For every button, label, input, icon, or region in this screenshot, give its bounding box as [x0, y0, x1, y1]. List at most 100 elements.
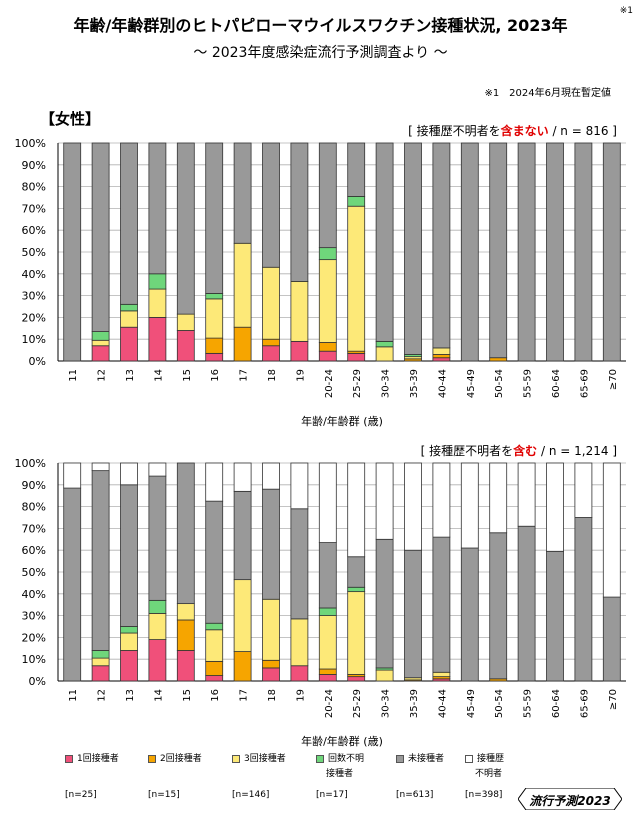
chart2-xtick-label: 17	[239, 689, 250, 702]
chart-including-unknown: 0% 10% 20% 30% 40% 50% 60% 70% 80% 90% 100% 11 12 13 1…	[15, 457, 626, 748]
chart1-bar-segment	[262, 345, 280, 362]
chart1-ytick-label: 100%	[15, 137, 46, 150]
chart1-xtick-label: 35-39	[409, 369, 420, 398]
chart1-bar-segment	[91, 331, 110, 341]
chart2-xtick-label: 15	[182, 689, 193, 702]
chart2-bar-segment	[602, 462, 621, 598]
chart1-bar-segment	[262, 142, 280, 268]
chart2-bar-segment	[347, 591, 366, 675]
chart2-bar-segment	[91, 462, 110, 472]
chart2-ytick-label: 50%	[22, 566, 46, 579]
footnote-marker: ※1	[619, 6, 633, 16]
chart1-bar-segment	[347, 205, 366, 352]
chart2-bar-segment	[517, 462, 536, 527]
chart2-bar-segment	[91, 657, 110, 667]
chart1-xtick-label: 11	[68, 369, 79, 382]
chart1-xtick-label: 25-29	[352, 369, 363, 398]
chart1-bar-segment	[318, 142, 337, 249]
chart2-bar-segment	[176, 462, 195, 605]
chart1-bar-segment	[233, 326, 252, 362]
legend-count: [n=15]	[148, 790, 180, 800]
chart1-bar-segment	[489, 357, 508, 362]
chart2-bar-segment	[574, 462, 593, 518]
chart2-bar-segment	[120, 632, 138, 651]
legend-swatch	[232, 754, 240, 763]
legend-count: [n=25]	[65, 790, 97, 800]
legend-count: [n=613]	[396, 790, 434, 800]
chart1-bar-segment	[120, 142, 138, 305]
chart1-bar-segment	[347, 196, 366, 207]
chart1-ytick-label: 50%	[22, 246, 46, 259]
chart2-bar-segment	[347, 676, 366, 682]
chart2-bar-segment	[347, 462, 366, 558]
chart2-bar-segment	[318, 668, 337, 675]
chart1-xtick-label: 19	[295, 369, 306, 382]
chart1-bar-segment	[176, 142, 195, 315]
chart2-bar-segment	[318, 607, 337, 617]
chart2-bar-segment	[63, 462, 82, 489]
chart2-bar-segment	[404, 462, 422, 551]
chart2-bar-segment	[517, 525, 536, 682]
chart1-bar-segment	[375, 142, 394, 342]
chart2-bar-segment	[262, 667, 280, 682]
chart2-ytick-label: 80%	[22, 501, 46, 514]
chart1-xtick-label: 20-24	[324, 369, 335, 398]
chart2-bar-segment	[205, 675, 224, 682]
legend-swatch	[396, 754, 404, 763]
chart2-bar-segment	[205, 462, 224, 502]
chart1-bar-segment	[432, 357, 451, 362]
chart1-bar-segment	[148, 288, 167, 318]
chart2-bar-segment	[546, 550, 564, 682]
chart2-bar-segment	[176, 650, 195, 682]
chart1-bar-segment	[148, 142, 167, 275]
chart1-xtick-label: 65-69	[579, 369, 590, 398]
chart2-bar-segment	[318, 674, 337, 682]
chart1-bar-segment	[602, 142, 621, 362]
chart1-bar-segment	[318, 259, 337, 343]
chart2-xlabel: 年齢/年齢群 (歳)	[301, 734, 383, 748]
chart1-bar-segment	[290, 281, 309, 342]
chart2-bar-segment	[489, 532, 508, 680]
legend-label: 接種者	[326, 769, 354, 779]
chart2-bar-segment	[262, 488, 280, 600]
chart2-bar-segment	[347, 586, 366, 593]
chart1-bar-segment	[318, 247, 337, 261]
chart1-xtick-label: 40-44	[437, 369, 448, 398]
legend-label: 1回接種者	[77, 754, 119, 764]
chart2-bar-segment	[546, 462, 564, 552]
chart2-bar-segment	[148, 462, 167, 477]
chart2-annotation-prefix: [ 接種歴不明者を	[420, 444, 514, 458]
chart2-bar-segment	[91, 650, 110, 659]
chart2-bar-segment	[205, 660, 224, 676]
legend-swatch	[465, 754, 473, 763]
chart2-xtick-label: 19	[295, 689, 306, 702]
chart1-bar-segment	[290, 340, 309, 362]
chart1-bar-segment	[318, 342, 337, 352]
chart2-bar-segment	[120, 626, 138, 634]
chart2-bar-segment	[460, 547, 479, 682]
chart2-bar-segment	[120, 462, 138, 486]
chart-excluding-unknown: 0% 10% 20% 30% 40% 50% 60% 70% 80% 90% 100% 11 12 13 1…	[15, 137, 626, 428]
chart1-xtick-label: 17	[239, 369, 250, 382]
badge-text: 流行予測2023	[529, 794, 611, 808]
chart2-bar-segment	[148, 613, 167, 640]
chart1-ytick-label: 90%	[22, 159, 46, 172]
chart1-bar-segment	[120, 326, 138, 362]
chart1-annotation-prefix: [ 接種歴不明者を	[408, 124, 501, 138]
brand-badge: 流行予測2023	[518, 788, 622, 810]
chart2-bar-segment	[233, 462, 252, 492]
chart2-bar-segment	[318, 462, 337, 543]
chart2-ytick-label: 100%	[15, 457, 46, 470]
chart1-xtick-label: 18	[267, 369, 278, 382]
chart2-bar-segment	[262, 598, 280, 661]
chart2-bar-segment	[432, 536, 451, 673]
chart1-xtick-label: 14	[153, 369, 164, 382]
chart1-ytick-label: 40%	[22, 268, 46, 281]
chart2-bar-segment	[290, 462, 309, 510]
legend-item: 2回接種者	[148, 752, 202, 767]
legend-swatch	[148, 754, 156, 763]
legend-label: 2回接種者	[160, 754, 202, 764]
chart1-xtick-label: 15	[182, 369, 193, 382]
chart2-annotation-emphasis: 含む	[513, 444, 538, 458]
chart2-bar-segment	[148, 639, 167, 682]
